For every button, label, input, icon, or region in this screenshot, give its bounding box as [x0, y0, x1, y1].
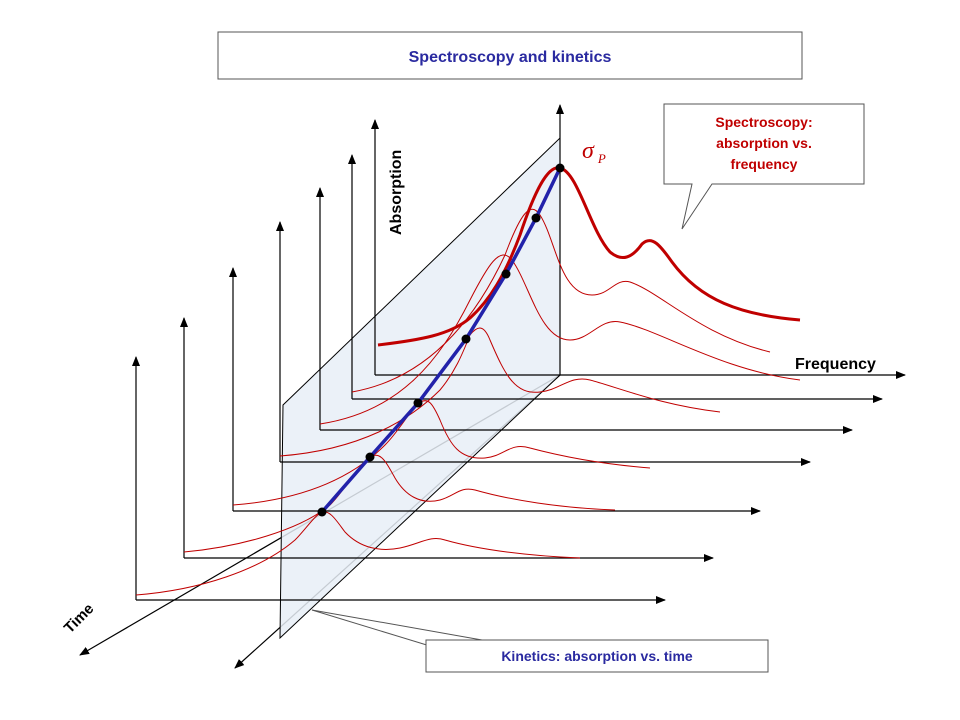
- spectroscopy-callout-line1: Spectroscopy:: [715, 114, 812, 130]
- spectrum-curve: [183, 454, 616, 553]
- kinetics-plane: [279, 136, 561, 640]
- spectrum-curve: [279, 327, 721, 457]
- kinetics-point: [531, 213, 541, 223]
- kinetics-point: [555, 163, 565, 173]
- time-axis-label: Time: [61, 600, 98, 637]
- spectroscopy-callout-line2: absorption vs.: [716, 135, 812, 151]
- kinetics-points: [317, 163, 565, 517]
- spectrum-curve-main: [377, 166, 801, 347]
- spectrum-curve: [319, 254, 801, 425]
- frequency-axes: [136, 371, 906, 604]
- kinetics-callout-text: Kinetics: absorption vs. time: [501, 648, 693, 664]
- peak-symbol-subscript: P: [597, 151, 606, 166]
- spectroscopy-callout: Spectroscopy: absorption vs. frequency: [663, 103, 865, 230]
- peak-symbol-sigma: σ: [582, 138, 595, 164]
- title-text: Spectroscopy and kinetics: [409, 49, 612, 66]
- spectroscopy-callout-line3: frequency: [731, 156, 798, 172]
- kinetics-point: [413, 398, 423, 408]
- spectrum-curve: [135, 511, 581, 596]
- spectrum-curve: [232, 400, 651, 506]
- vertical-axes: [132, 104, 564, 600]
- kinetics-point: [461, 334, 471, 344]
- kinetics-point: [317, 507, 327, 517]
- kinetics-callout: Kinetics: absorption vs. time: [311, 609, 769, 673]
- absorption-axis-label: Absorption: [388, 150, 405, 235]
- peak-symbol: σ P: [582, 138, 606, 166]
- frequency-axis-label: Frequency: [795, 356, 876, 373]
- title-box: Spectroscopy and kinetics: [217, 31, 803, 80]
- kinetics-point: [501, 269, 511, 279]
- kinetics-point: [365, 452, 375, 462]
